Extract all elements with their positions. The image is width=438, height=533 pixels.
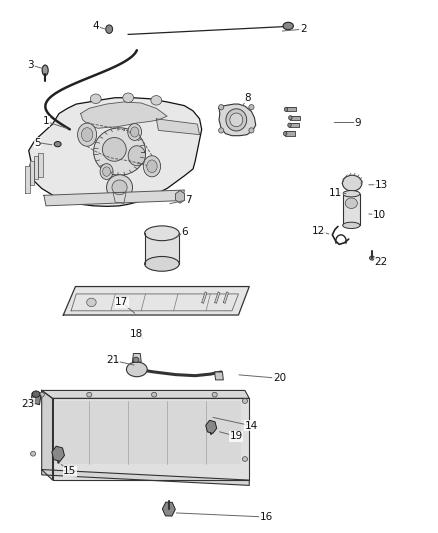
Ellipse shape xyxy=(147,160,157,173)
Ellipse shape xyxy=(106,175,133,200)
Polygon shape xyxy=(34,156,38,180)
Text: 6: 6 xyxy=(181,227,188,237)
Text: 10: 10 xyxy=(372,210,385,220)
Ellipse shape xyxy=(87,392,92,397)
Text: 19: 19 xyxy=(230,431,243,441)
Polygon shape xyxy=(42,391,249,398)
Ellipse shape xyxy=(54,141,61,147)
Polygon shape xyxy=(38,153,42,177)
Polygon shape xyxy=(290,116,300,120)
Text: 3: 3 xyxy=(28,60,34,70)
Ellipse shape xyxy=(226,109,247,131)
Text: 17: 17 xyxy=(115,297,128,308)
Ellipse shape xyxy=(78,123,97,146)
Ellipse shape xyxy=(283,22,293,30)
Polygon shape xyxy=(25,166,30,192)
Ellipse shape xyxy=(112,180,127,195)
Text: 13: 13 xyxy=(374,180,388,190)
Polygon shape xyxy=(343,193,360,225)
Ellipse shape xyxy=(90,94,101,103)
Polygon shape xyxy=(290,123,300,127)
Ellipse shape xyxy=(370,256,374,260)
Ellipse shape xyxy=(230,113,243,127)
Polygon shape xyxy=(44,190,184,206)
Text: 4: 4 xyxy=(92,21,99,31)
Polygon shape xyxy=(223,292,229,303)
Text: 16: 16 xyxy=(260,512,273,522)
Ellipse shape xyxy=(42,65,48,76)
Ellipse shape xyxy=(32,391,40,397)
Polygon shape xyxy=(133,353,141,362)
Ellipse shape xyxy=(131,127,139,137)
Ellipse shape xyxy=(102,167,110,176)
Polygon shape xyxy=(215,292,220,303)
Polygon shape xyxy=(202,292,207,303)
Ellipse shape xyxy=(127,362,147,377)
Text: 2: 2 xyxy=(300,24,307,34)
Ellipse shape xyxy=(345,198,357,208)
Ellipse shape xyxy=(219,104,224,110)
Polygon shape xyxy=(55,401,240,464)
Ellipse shape xyxy=(249,104,254,110)
Ellipse shape xyxy=(128,124,141,140)
Ellipse shape xyxy=(31,451,35,456)
Ellipse shape xyxy=(128,146,145,166)
Ellipse shape xyxy=(81,128,93,142)
Ellipse shape xyxy=(87,298,96,306)
Ellipse shape xyxy=(343,191,360,197)
Text: 8: 8 xyxy=(244,93,251,103)
Polygon shape xyxy=(113,192,126,203)
Ellipse shape xyxy=(212,392,217,397)
Ellipse shape xyxy=(343,222,360,229)
Polygon shape xyxy=(145,233,179,264)
Text: 21: 21 xyxy=(106,356,120,366)
Ellipse shape xyxy=(152,392,157,397)
Text: 22: 22 xyxy=(374,257,388,267)
Ellipse shape xyxy=(283,132,287,136)
Text: 14: 14 xyxy=(245,421,258,431)
Polygon shape xyxy=(215,372,223,380)
Polygon shape xyxy=(219,104,256,136)
Polygon shape xyxy=(29,98,202,206)
Text: 18: 18 xyxy=(130,329,144,339)
Polygon shape xyxy=(285,132,295,136)
Text: 5: 5 xyxy=(34,138,41,148)
Ellipse shape xyxy=(100,164,113,180)
Ellipse shape xyxy=(123,93,134,102)
Polygon shape xyxy=(81,102,167,128)
Polygon shape xyxy=(286,107,296,111)
Text: 1: 1 xyxy=(43,116,49,126)
Ellipse shape xyxy=(106,25,113,34)
Ellipse shape xyxy=(284,107,288,111)
Ellipse shape xyxy=(39,392,44,397)
Ellipse shape xyxy=(242,457,247,462)
Ellipse shape xyxy=(219,128,224,133)
Text: 23: 23 xyxy=(21,399,35,409)
Polygon shape xyxy=(156,119,200,135)
Polygon shape xyxy=(53,398,249,480)
Ellipse shape xyxy=(288,123,291,127)
Ellipse shape xyxy=(249,128,254,133)
Text: 20: 20 xyxy=(273,373,286,383)
Text: 11: 11 xyxy=(329,188,343,198)
Ellipse shape xyxy=(242,399,247,403)
Polygon shape xyxy=(42,470,249,486)
Ellipse shape xyxy=(151,95,162,105)
Text: 15: 15 xyxy=(63,466,77,476)
Ellipse shape xyxy=(102,138,126,161)
Polygon shape xyxy=(30,161,34,185)
Ellipse shape xyxy=(289,116,292,120)
Ellipse shape xyxy=(145,226,179,241)
Ellipse shape xyxy=(133,357,139,362)
Text: 9: 9 xyxy=(354,117,361,127)
Polygon shape xyxy=(64,287,249,315)
Ellipse shape xyxy=(94,128,145,175)
Text: 12: 12 xyxy=(312,225,325,236)
Ellipse shape xyxy=(343,175,362,191)
Ellipse shape xyxy=(145,256,179,271)
Ellipse shape xyxy=(143,156,161,177)
Polygon shape xyxy=(42,391,53,480)
Text: 7: 7 xyxy=(185,195,192,205)
Polygon shape xyxy=(31,393,41,405)
